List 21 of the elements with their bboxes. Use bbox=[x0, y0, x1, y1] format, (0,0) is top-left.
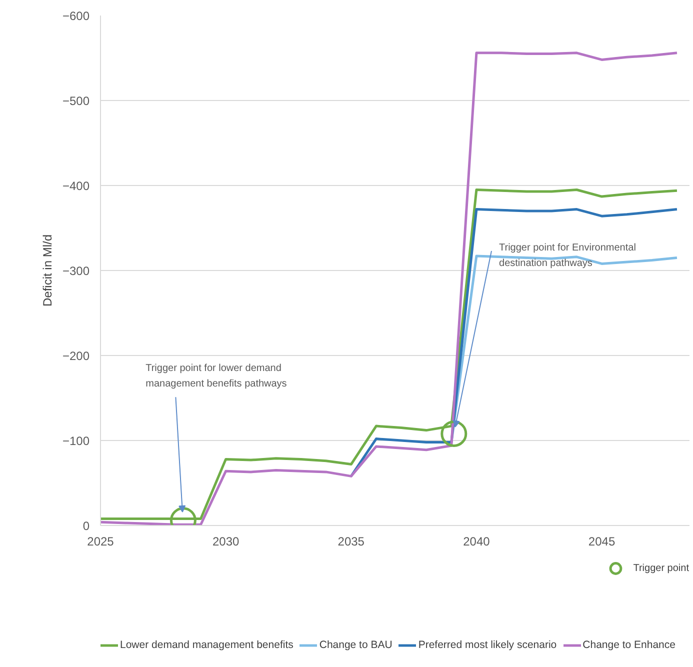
y-axis-title: Deficit in Ml/d bbox=[40, 234, 54, 307]
legend-label: Change to Enhance bbox=[582, 639, 676, 651]
y-tick-label: −300 bbox=[62, 264, 90, 278]
y-tick-label: −100 bbox=[62, 434, 90, 448]
y-tick-label: −400 bbox=[62, 179, 90, 193]
legend-label: Preferred most likely scenario bbox=[418, 639, 557, 651]
x-tick-label: 2045 bbox=[588, 534, 616, 548]
x-tick-label: 2035 bbox=[338, 534, 365, 548]
annotation: Trigger point for lower demand management benefits pathways bbox=[146, 363, 287, 390]
legend-label: Lower demand management benefits bbox=[120, 639, 294, 651]
legend-label: Change to BAU bbox=[319, 639, 392, 651]
y-tick-label: −500 bbox=[62, 94, 90, 108]
y-tick-label: −200 bbox=[62, 349, 90, 363]
x-tick-label: 2030 bbox=[212, 534, 240, 548]
y-tick-label: 0 bbox=[82, 519, 90, 533]
annotation: Trigger point for Environmental destination pathways bbox=[499, 242, 636, 269]
x-tick-label: 2025 bbox=[87, 534, 114, 548]
x-tick-label: 2040 bbox=[463, 534, 490, 548]
legend-label: Trigger point bbox=[633, 562, 689, 574]
line-series bbox=[100, 52, 678, 526]
y-tick-label: −600 bbox=[62, 9, 90, 23]
